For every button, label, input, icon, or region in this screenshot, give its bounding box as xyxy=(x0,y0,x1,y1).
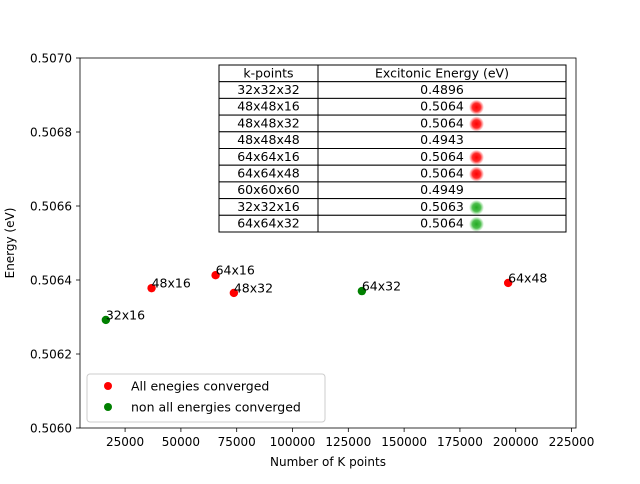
table-energy-cell: 0.5064 xyxy=(420,166,464,181)
y-axis-label: Energy (eV) xyxy=(3,208,17,279)
table-energy-cell: 0.5064 xyxy=(420,216,464,231)
table-kpoints-cell: 48x48x48 xyxy=(237,132,300,147)
data-point-label: 32x16 xyxy=(106,307,145,322)
y-tick-label: 0.5068 xyxy=(30,125,72,139)
data-point xyxy=(357,286,367,296)
table-energy-cell: 0.5064 xyxy=(420,115,464,130)
legend-marker-not-converged xyxy=(104,403,112,411)
data-point-label: 64x32 xyxy=(362,279,401,294)
table-cell xyxy=(317,214,567,233)
data-point xyxy=(503,278,513,288)
data-point xyxy=(101,315,111,325)
table-status-marker xyxy=(469,149,484,165)
y-tick-label: 0.5070 xyxy=(30,51,72,65)
table-kpoints-cell: 60x60x60 xyxy=(237,182,300,197)
legend: All enegies converged non all energies c… xyxy=(86,373,326,423)
table-kpoints-cell: 48x48x32 xyxy=(237,115,300,130)
x-tick-label: 150000 xyxy=(381,435,427,449)
x-tick-label: 25000 xyxy=(106,435,144,449)
table-kpoints-cell: 48x48x16 xyxy=(237,99,300,114)
x-tick-label: 75000 xyxy=(218,435,256,449)
table-energy-cell: 0.4943 xyxy=(420,132,464,147)
y-axis-ticks: 0.5060 0.5062 0.5064 0.5066 0.5068 0.5070 xyxy=(30,51,80,435)
x-tick-label: 125000 xyxy=(325,435,371,449)
data-point xyxy=(147,283,156,293)
y-tick-label: 0.5062 xyxy=(30,347,72,361)
data-point-label: 48x32 xyxy=(234,280,273,295)
table-kpoints-cell: 64x64x48 xyxy=(237,166,300,181)
legend-box xyxy=(86,373,326,423)
table-energy-cell: 0.5064 xyxy=(420,99,464,114)
data-point xyxy=(211,270,220,280)
table-status-marker xyxy=(469,216,484,232)
table-status-marker xyxy=(469,116,484,132)
table-energy-cell: 0.4949 xyxy=(420,182,464,197)
table-header: k-points xyxy=(243,65,293,80)
legend-marker-converged xyxy=(104,382,112,390)
table-status-marker xyxy=(469,99,484,115)
table-header: Excitonic Energy (eV) xyxy=(375,65,509,80)
data-point-label: 64x48 xyxy=(508,270,547,285)
kpoints-table: k-points Excitonic Energy (eV) 32x32x32 0.4… xyxy=(218,64,567,233)
table-kpoints-cell: 64x64x16 xyxy=(237,149,300,164)
legend-label-not-converged: non all energies converged xyxy=(131,400,301,415)
table-energy-cell: 0.5063 xyxy=(420,199,464,214)
x-tick-label: 100000 xyxy=(270,435,316,449)
x-tick-label: 225000 xyxy=(549,435,595,449)
table-status-marker xyxy=(469,166,484,182)
data-point xyxy=(229,288,239,298)
x-tick-label: 175000 xyxy=(437,435,483,449)
table-energy-cell: 0.4896 xyxy=(420,82,464,97)
table-status-marker xyxy=(469,199,484,215)
x-axis-ticks: 25000 50000 75000 100000 125000 150000 175000 2… xyxy=(106,428,594,449)
table-kpoints-cell: 32x32x32 xyxy=(237,82,300,97)
data-point-label: 64x16 xyxy=(216,263,255,278)
table-kpoints-cell: 32x32x16 xyxy=(237,199,300,214)
y-tick-label: 0.5060 xyxy=(30,421,72,435)
x-tick-label: 200000 xyxy=(493,435,539,449)
x-tick-label: 50000 xyxy=(162,435,200,449)
data-point-label: 48x16 xyxy=(152,276,191,291)
table-energy-cell: 0.5064 xyxy=(420,149,464,164)
table-kpoints-cell: 64x64x32 xyxy=(237,216,300,231)
y-tick-label: 0.5066 xyxy=(30,199,72,213)
x-axis-label: Number of K points xyxy=(270,455,386,469)
y-tick-label: 0.5064 xyxy=(30,273,72,287)
legend-label-converged: All enegies converged xyxy=(131,379,269,394)
data-points: 48x16 64x16 48x32 64x48 32x16 64x32 xyxy=(101,263,547,325)
